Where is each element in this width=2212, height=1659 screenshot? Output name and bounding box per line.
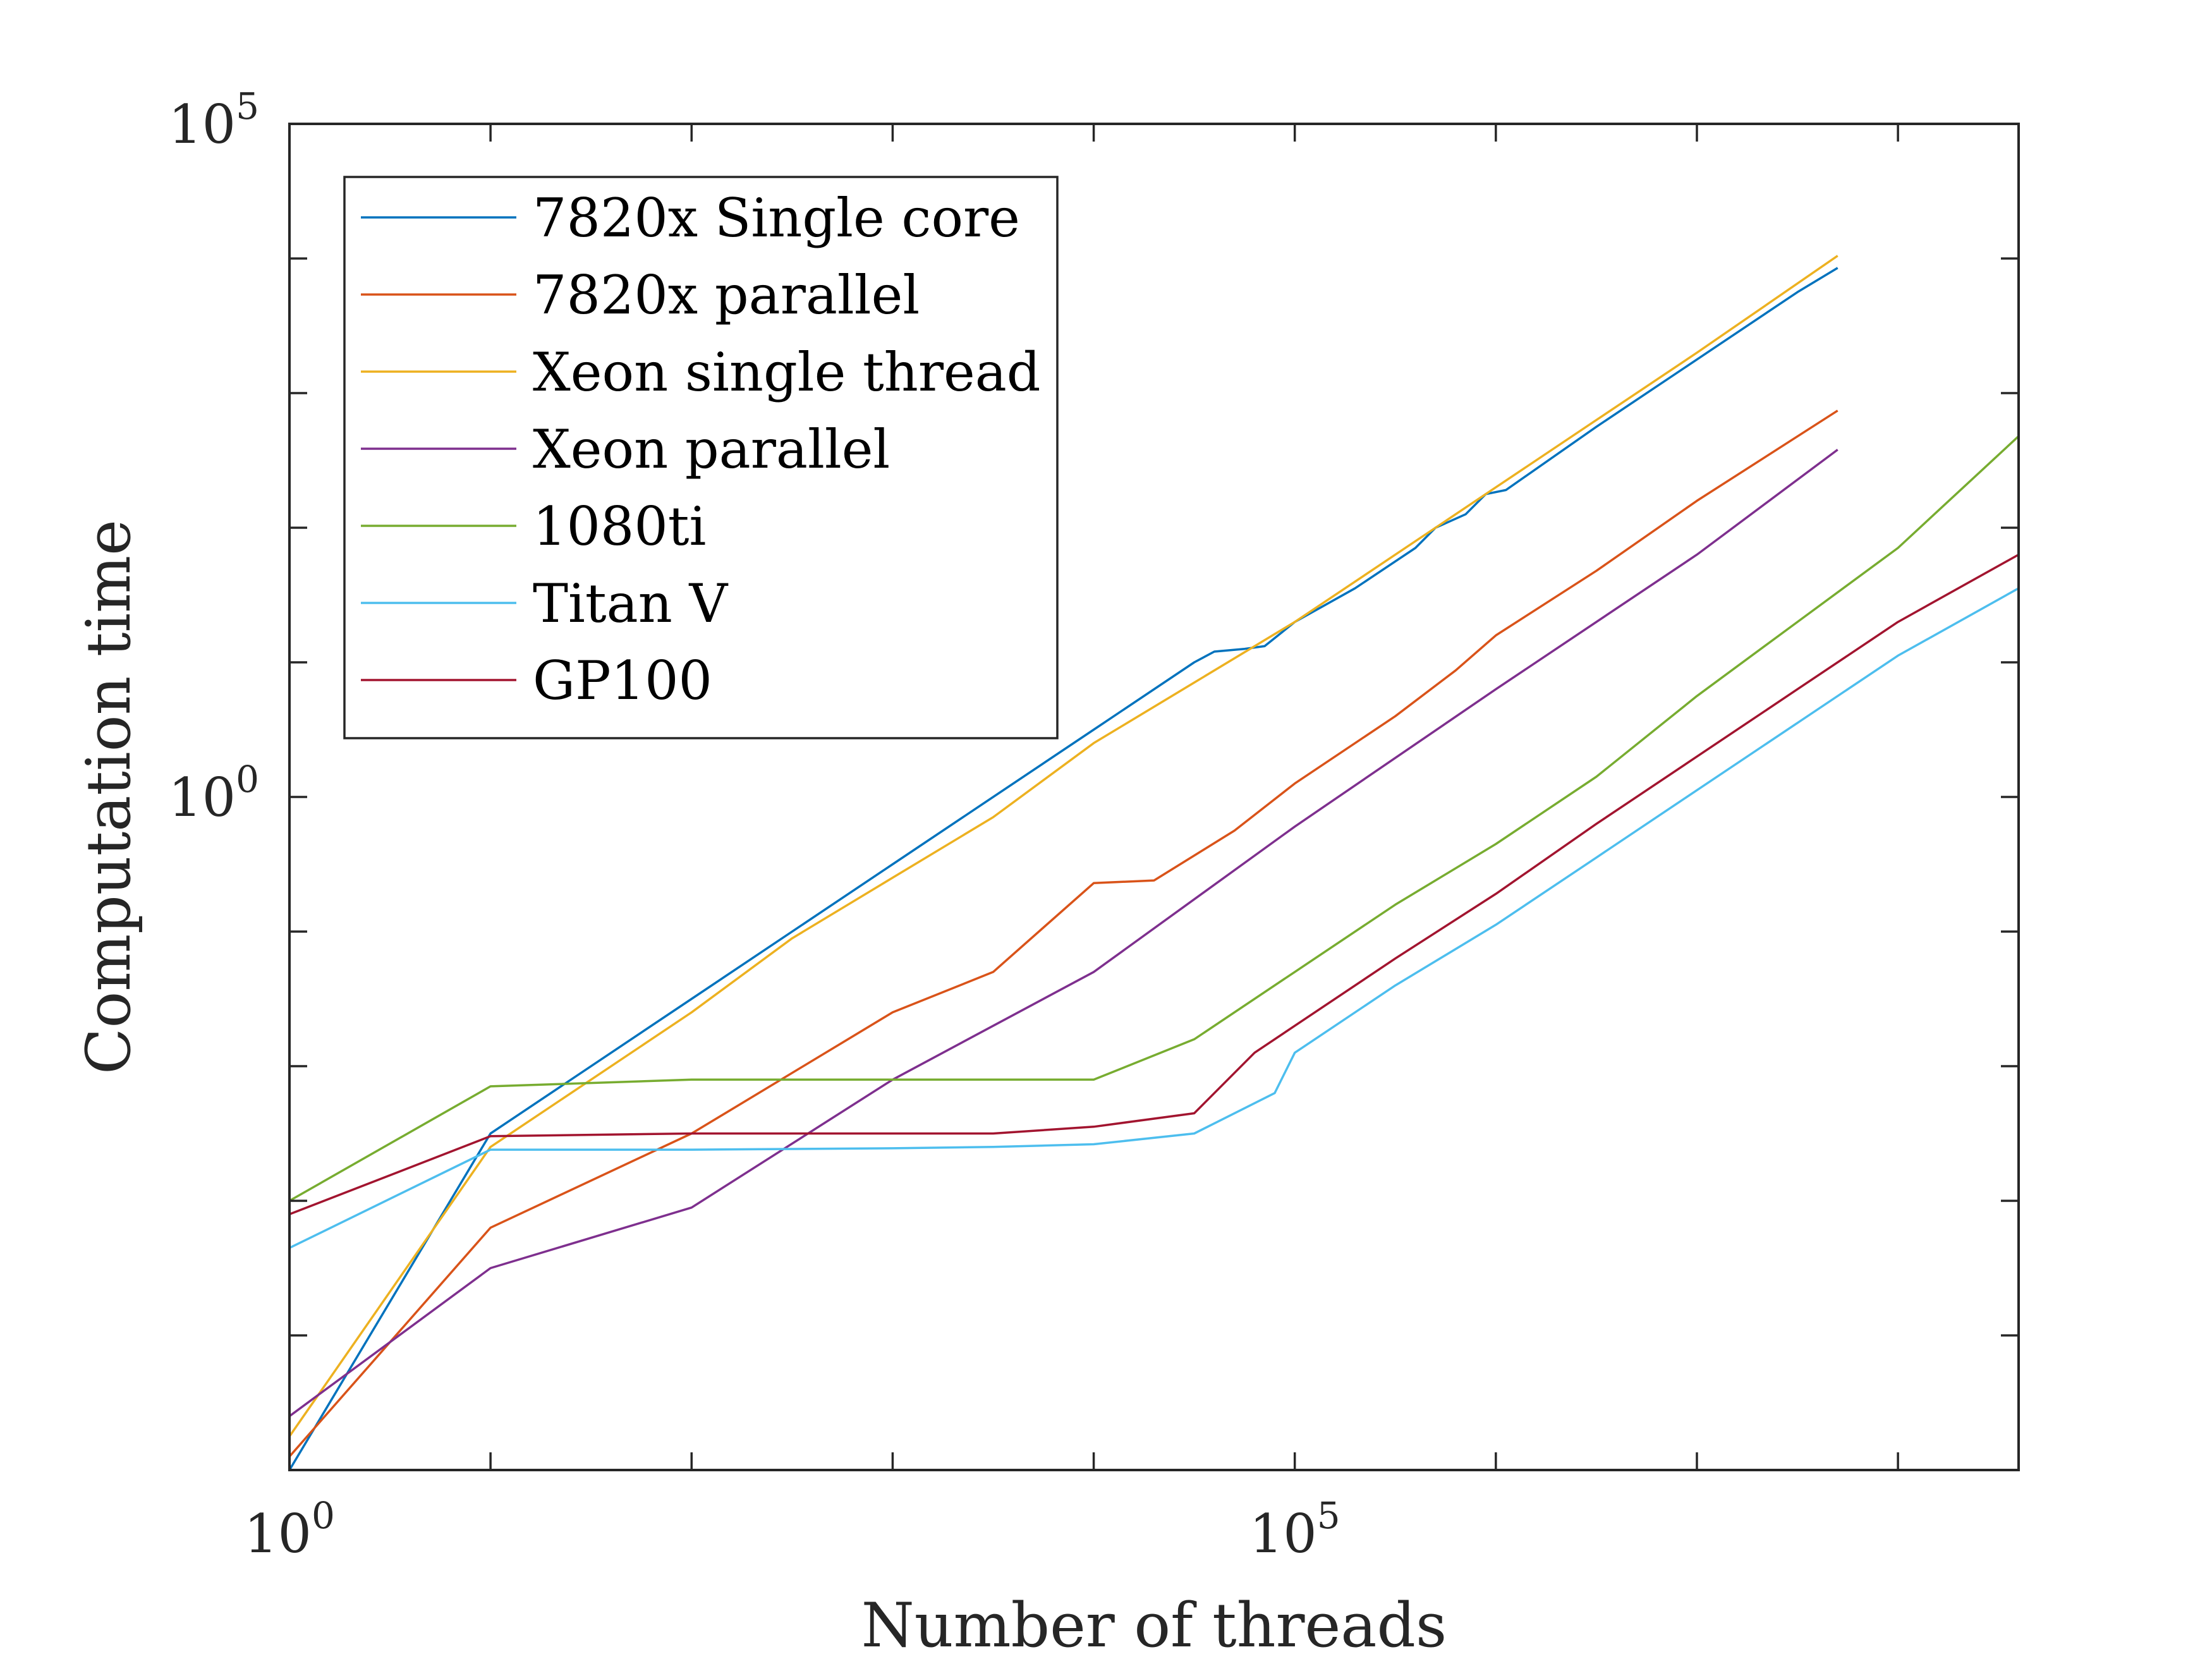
y-axis-title: Computation time — [73, 520, 144, 1074]
legend-label: Titan V — [533, 573, 729, 635]
legend-item: 7820x Single core — [361, 187, 1020, 249]
series-line-6 — [289, 554, 2019, 1215]
y-tick-label-0: 100 — [168, 758, 259, 829]
series-line-1 — [288, 410, 1838, 1457]
series-line-3 — [288, 449, 1838, 1418]
series-line-0 — [288, 267, 1838, 1471]
tick-marks — [288, 123, 2019, 1470]
legend-item: Xeon parallel — [361, 418, 890, 480]
legend-item: Xeon single thread — [361, 341, 1041, 403]
legend-item: 1080ti — [361, 495, 706, 557]
legend-label: 1080ti — [533, 495, 706, 557]
legend-label: GP100 — [533, 650, 712, 712]
x-axis-title: Number of threads — [861, 1590, 1447, 1659]
legend: 7820x Single core 7820x parallel Xeon sing… — [343, 176, 1059, 739]
legend-label: Xeon parallel — [533, 418, 890, 480]
legend-item: Titan V — [361, 573, 729, 635]
y-tick-label-1: 105 — [168, 85, 259, 155]
legend-item: 7820x parallel — [361, 264, 920, 326]
series-layer — [288, 255, 2020, 1471]
legend-label: Xeon single thread — [533, 341, 1041, 403]
legend-label: 7820x parallel — [533, 264, 920, 326]
series-line-2 — [288, 255, 1838, 1437]
series-line-5 — [289, 587, 2019, 1249]
tick-labels: 100 105 100 105 — [168, 85, 1340, 1565]
legend-items: 7820x Single core 7820x parallel Xeon sing… — [361, 187, 1041, 712]
legend-label: 7820x Single core — [533, 187, 1020, 249]
series-line-4 — [289, 435, 2020, 1202]
legend-box — [343, 176, 1059, 739]
x-tick-label-1: 105 — [1249, 1494, 1340, 1565]
x-tick-label-0: 100 — [244, 1494, 335, 1565]
legend-item: GP100 — [361, 650, 712, 712]
